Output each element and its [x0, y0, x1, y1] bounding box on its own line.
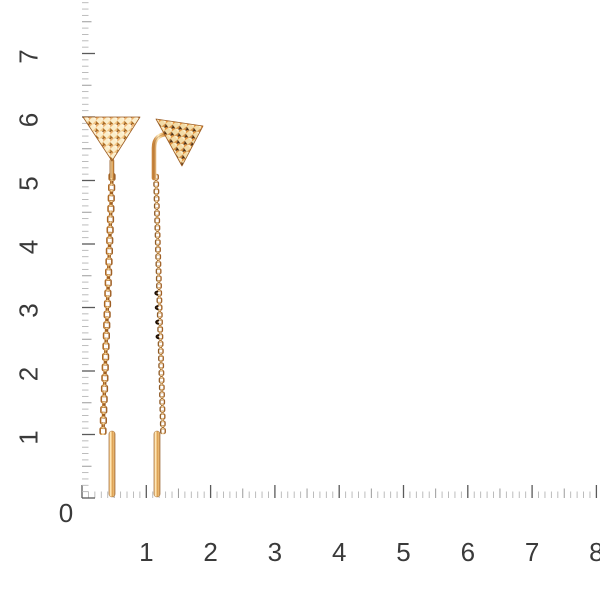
svg-text:4: 4	[14, 240, 44, 254]
svg-text:2: 2	[203, 537, 217, 567]
svg-text:6: 6	[461, 537, 475, 567]
svg-text:8: 8	[589, 537, 600, 567]
svg-text:6: 6	[14, 113, 44, 127]
svg-text:7: 7	[525, 537, 539, 567]
svg-text:7: 7	[14, 49, 44, 63]
svg-text:5: 5	[396, 537, 410, 567]
svg-text:0: 0	[59, 498, 73, 528]
svg-text:4: 4	[332, 537, 346, 567]
svg-text:3: 3	[268, 537, 282, 567]
svg-text:1: 1	[14, 430, 44, 444]
svg-text:5: 5	[14, 176, 44, 190]
svg-text:3: 3	[14, 303, 44, 317]
svg-text:1: 1	[139, 537, 153, 567]
svg-text:2: 2	[14, 367, 44, 381]
